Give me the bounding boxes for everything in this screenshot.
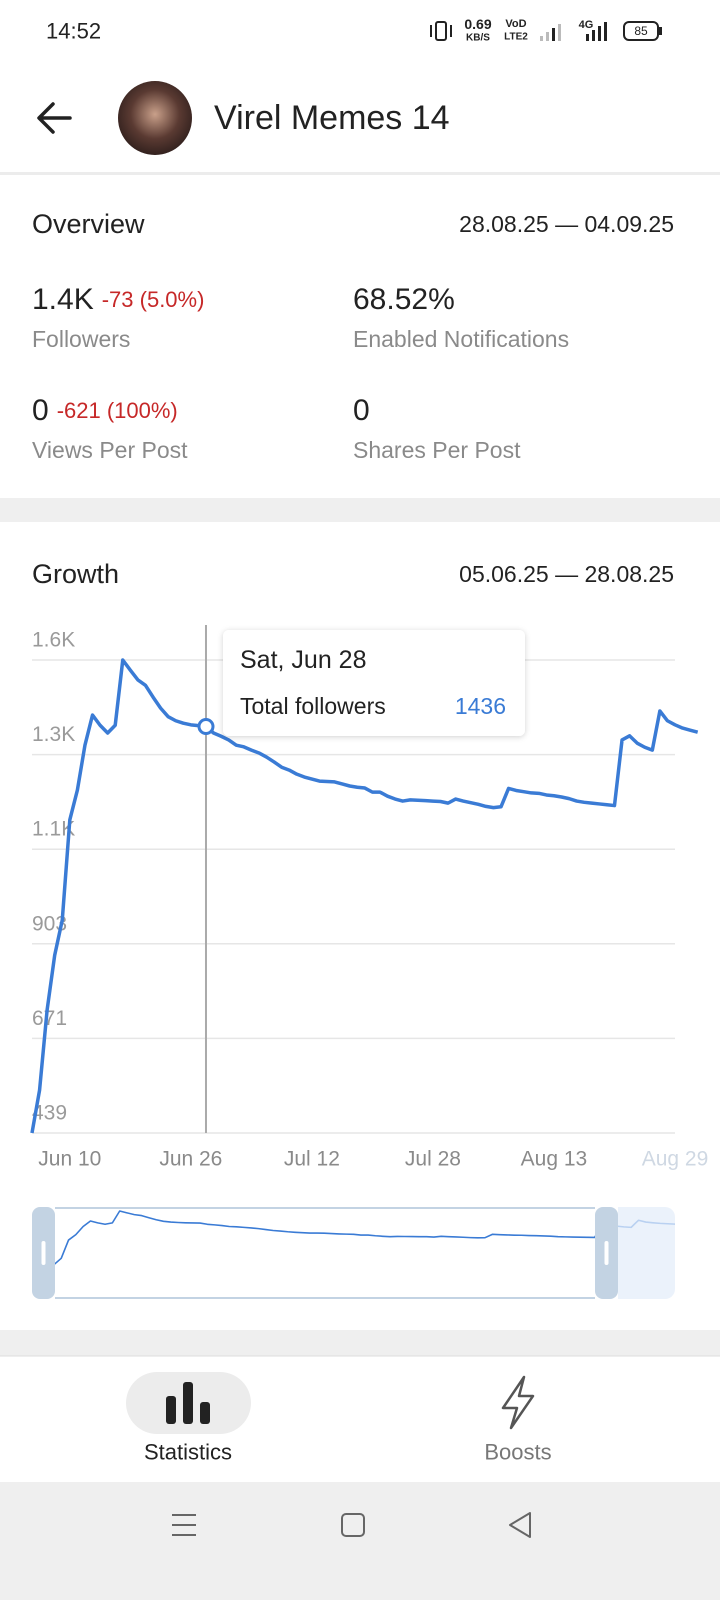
system-home[interactable] xyxy=(341,1513,365,1537)
stat-label: Enabled Notifications xyxy=(353,326,569,352)
navigator-bg xyxy=(32,1207,675,1299)
system-back[interactable] xyxy=(509,1512,531,1538)
stat-value: 68.52% xyxy=(353,283,455,316)
bottom-nav xyxy=(0,1356,720,1482)
tooltip-date: Sat, Jun 28 xyxy=(240,646,366,674)
x-tick-label: Jun 26 xyxy=(159,1148,222,1171)
growth-date-range: 05.06.25 — 28.08.25 xyxy=(459,561,674,587)
x-tick-label: Aug 13 xyxy=(521,1148,588,1171)
stat-change: -73 (5.0%) xyxy=(102,287,205,312)
handle-grip xyxy=(604,1241,609,1265)
network-type: 4G xyxy=(579,19,594,31)
y-tick-label: 439 xyxy=(32,1102,67,1125)
stat-value-line: 0 xyxy=(353,394,370,427)
channel-title: Virel Memes 14 xyxy=(214,99,450,137)
x-tick-label: Jun 10 xyxy=(38,1148,101,1171)
tooltip: Sat, Jun 28 Total followers 1436 xyxy=(223,630,525,736)
nav-label: Statistics xyxy=(144,1440,232,1465)
battery: 85 xyxy=(623,21,662,41)
stat-value: 1.4K xyxy=(32,283,94,316)
stat-change: -621 (100%) xyxy=(57,398,178,423)
stat-label: Views Per Post xyxy=(32,437,188,463)
status-time: 14:52 xyxy=(46,19,101,44)
lte: LTE2 xyxy=(504,32,528,43)
cursor-point xyxy=(197,717,215,735)
stat-value: 0 xyxy=(32,394,49,427)
y-tick-label: 671 xyxy=(32,1007,67,1030)
navigator-plot xyxy=(32,1207,675,1299)
stat-value-line: 68.52% xyxy=(353,283,455,316)
handle-grip xyxy=(41,1241,46,1265)
tooltip-box xyxy=(223,630,525,736)
system-menu[interactable] xyxy=(172,1514,196,1536)
nav-boosts[interactable]: Boosts xyxy=(484,1375,552,1465)
stats: 1.4K -73 (5.0%) Followers 68.52% Enabled Not… xyxy=(32,283,569,464)
net-speed-unit: KB/S xyxy=(466,33,490,44)
x-tick-label: Aug 29 xyxy=(642,1148,709,1171)
y-tick-label: 1.6K xyxy=(32,629,75,652)
navigator[interactable] xyxy=(32,1207,675,1299)
vibrate-icon xyxy=(430,21,452,41)
section-gap xyxy=(0,1330,720,1356)
nav-statistics[interactable]: Statistics xyxy=(126,1372,251,1465)
stat-value-line: 1.4K -73 (5.0%) xyxy=(32,283,204,316)
avatar[interactable] xyxy=(118,81,192,155)
system-nav xyxy=(0,1482,720,1600)
navigator-line xyxy=(32,1210,675,1298)
stat-label: Followers xyxy=(32,326,130,352)
y-tick-label: 1.1K xyxy=(32,818,75,841)
growth-title: Growth xyxy=(32,559,119,589)
stat-value-line: 0 -621 (100%) xyxy=(32,394,178,427)
x-tick-label: Jul 12 xyxy=(284,1148,340,1171)
overview-date-range: 28.08.25 — 04.09.25 xyxy=(459,211,674,237)
stat-value: 0 xyxy=(353,394,370,427)
net-speed: 0.69 xyxy=(464,16,491,32)
section-gap xyxy=(0,498,720,522)
battery-level: 85 xyxy=(634,24,648,38)
boosts-icon xyxy=(501,1375,535,1430)
y-tick-label: 903 xyxy=(32,912,67,935)
x-tick-label: Jul 28 xyxy=(405,1148,461,1171)
volte: VoD xyxy=(505,18,526,30)
followers-line xyxy=(30,658,699,1134)
stat-label: Shares Per Post xyxy=(353,437,521,463)
overview-title: Overview xyxy=(32,209,145,239)
tooltip-label: Total followers xyxy=(240,693,386,719)
navigator-outside xyxy=(618,1207,675,1299)
back-button[interactable] xyxy=(37,102,72,134)
tooltip-value: 1436 xyxy=(455,693,506,719)
signal-2 xyxy=(586,22,607,41)
statistics-icon xyxy=(166,1382,210,1424)
nav-label: Boosts xyxy=(484,1440,551,1465)
growth-chart: 439 671 903 1.1K 1.3K 1.6K Jun 10 Jun 26 Jul 12 J… xyxy=(30,625,709,1171)
signal-1 xyxy=(540,24,561,41)
header-divider xyxy=(0,172,720,175)
y-tick-label: 1.3K xyxy=(32,723,75,746)
